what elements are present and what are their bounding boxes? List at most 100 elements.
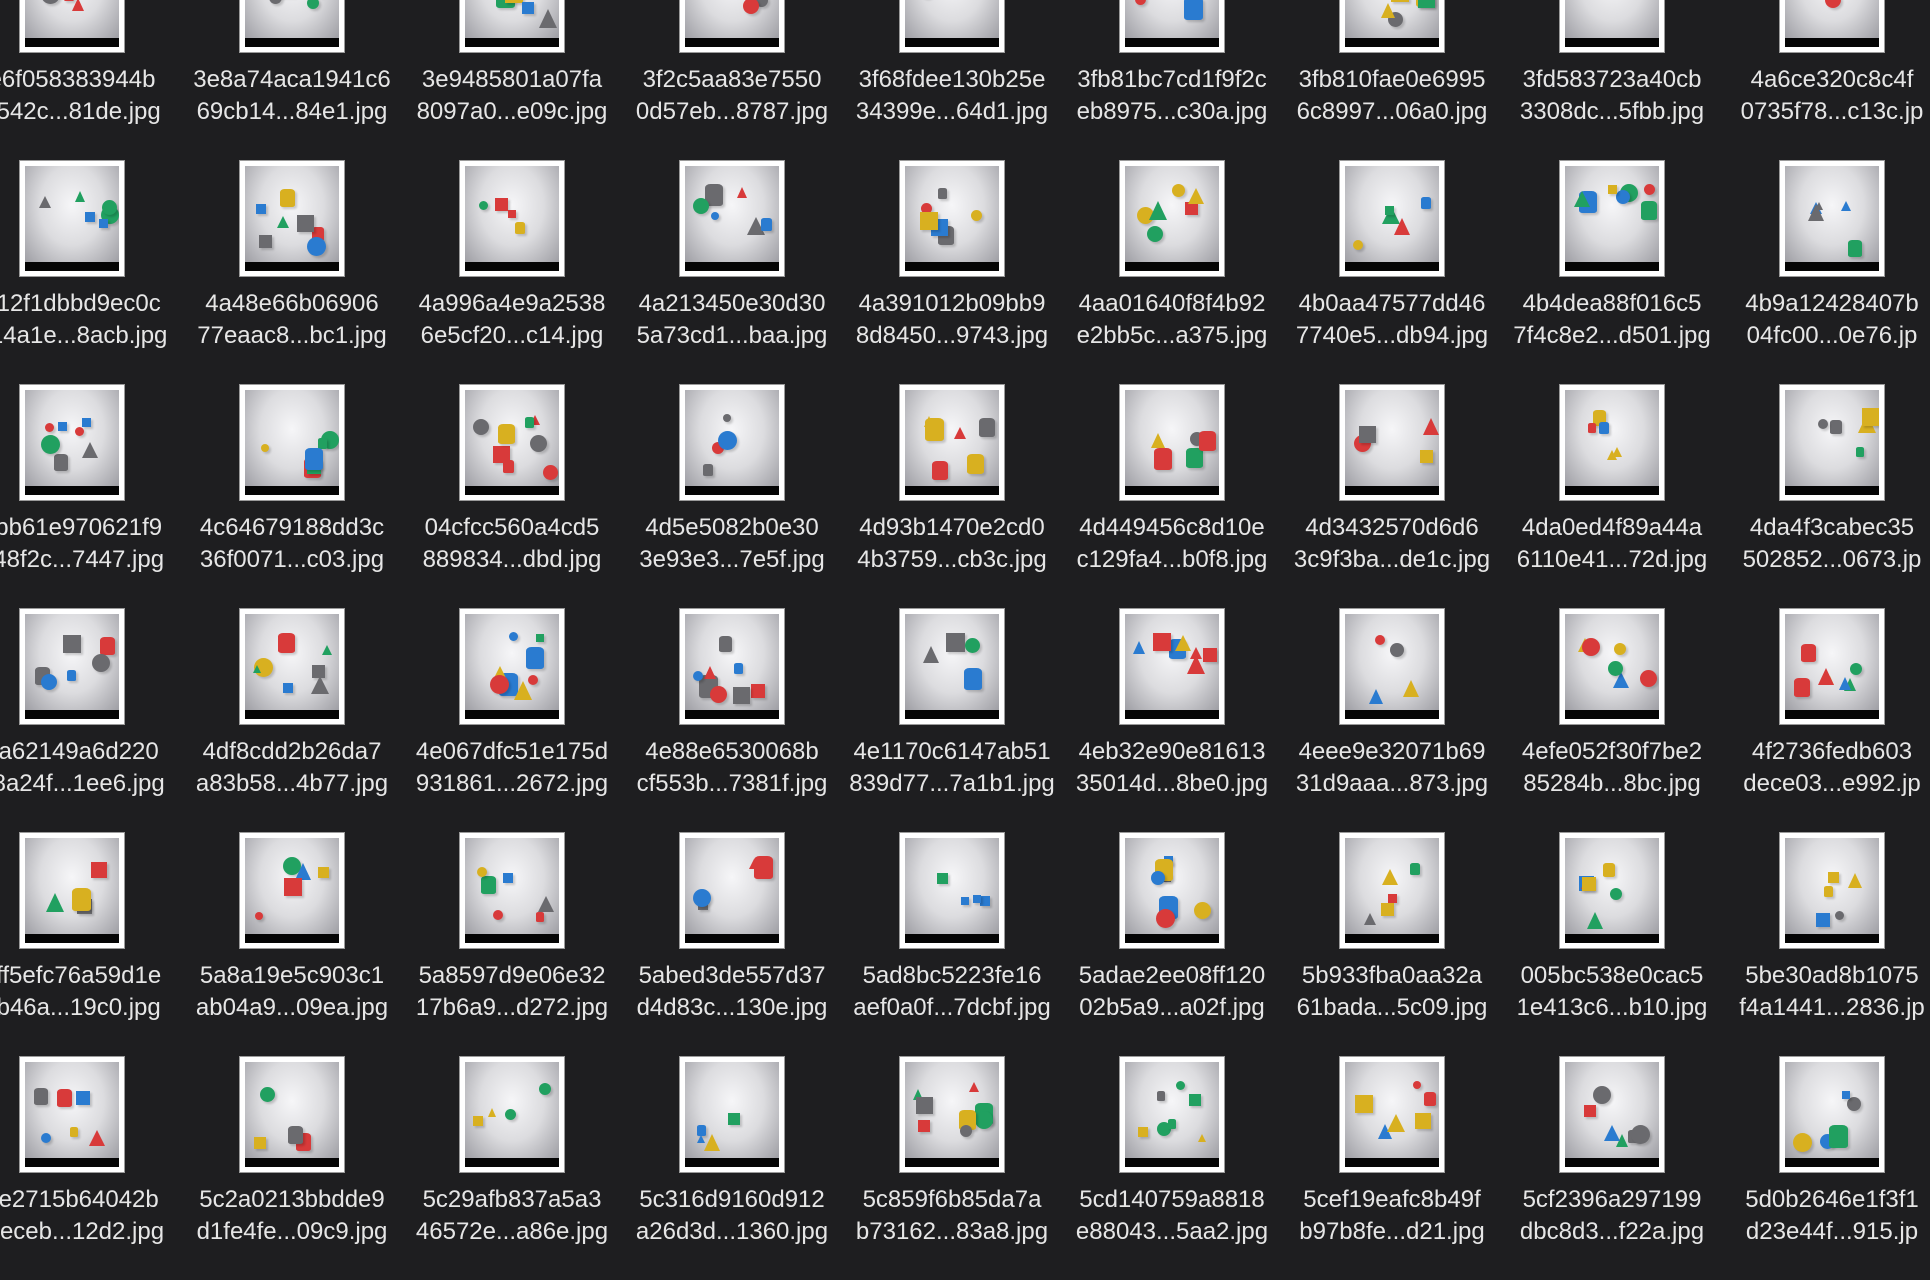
file-item[interactable]: 4b0aa47577dd46 7740e5...db94.jpg [1282, 160, 1502, 384]
image-thumbnail[interactable] [899, 0, 1005, 53]
file-name-label[interactable]: 4c64679188dd3c 36f0071...c03.jpg [182, 512, 402, 576]
file-item[interactable]: 4e88e6530068b cf553b...7381f.jpg [622, 608, 842, 832]
image-thumbnail[interactable] [19, 160, 125, 277]
file-item[interactable]: 4ff5efc76a59d1e bb46a...19c0.jpg [0, 832, 182, 1056]
image-thumbnail[interactable] [1339, 1056, 1445, 1173]
file-name-label[interactable]: 3f68fdee130b25e 34399e...64d1.jpg [842, 64, 1062, 128]
file-name-label[interactable]: 4a6ce320c8c4f 0735f78...c13c.jp [1722, 64, 1930, 128]
file-name-label[interactable]: 4d449456c8d10e c129fa4...b0f8.jpg [1062, 512, 1282, 576]
file-name-label[interactable]: 5a8a19e5c903c1 ab04a9...09ea.jpg [182, 960, 402, 1024]
file-item[interactable]: 4da4f3cabec35 502852...0673.jp [1722, 384, 1930, 608]
file-item[interactable]: 4aa01640f8f4b92 e2bb5c...a375.jpg [1062, 160, 1282, 384]
file-item[interactable]: 5c859f6b85da7a b73162...83a8.jpg [842, 1056, 1062, 1280]
file-name-label[interactable]: 4a996a4e9a2538 6e5cf20...c14.jpg [402, 288, 622, 352]
image-thumbnail[interactable] [679, 384, 785, 501]
file-name-label[interactable]: 5adae2ee08ff120 02b5a9...a02f.jpg [1062, 960, 1282, 1024]
file-name-label[interactable]: 4e067dfc51e175d 931861...2672.jpg [402, 736, 622, 800]
image-thumbnail[interactable] [679, 1056, 785, 1173]
image-thumbnail[interactable] [239, 1056, 345, 1173]
file-name-label[interactable]: 4e1170c6147ab51 839d77...7a1b1.jpg [842, 736, 1062, 800]
image-thumbnail[interactable] [1559, 608, 1665, 725]
file-item[interactable]: 4eb32e90e81613 35014d...8be0.jpg [1062, 608, 1282, 832]
file-item[interactable]: 5cd140759a8818 e88043...5aa2.jpg [1062, 1056, 1282, 1280]
image-thumbnail[interactable] [1559, 832, 1665, 949]
image-thumbnail[interactable] [19, 608, 125, 725]
image-thumbnail[interactable] [239, 384, 345, 501]
image-thumbnail[interactable] [239, 608, 345, 725]
image-thumbnail[interactable] [1339, 384, 1445, 501]
file-name-label[interactable]: 4a391012b09bb9 8d8450...9743.jpg [842, 288, 1062, 352]
file-item[interactable]: 4bb61e970621f9 b48f2c...7447.jpg [0, 384, 182, 608]
file-item[interactable]: 4a996a4e9a2538 6e5cf20...c14.jpg [402, 160, 622, 384]
file-item[interactable]: 04cfcc560a4cd5 889834...dbd.jpg [402, 384, 622, 608]
file-name-label[interactable]: 3fb810fae0e6995 6c8997...06a0.jpg [1282, 64, 1502, 128]
file-item[interactable]: 3fb81bc7cd1f9f2c eb8975...c30a.jpg [1062, 0, 1282, 160]
file-item[interactable]: 3f68fdee130b25e 34399e...64d1.jpg [842, 0, 1062, 160]
file-item[interactable]: 5adae2ee08ff120 02b5a9...a02f.jpg [1062, 832, 1282, 1056]
image-thumbnail[interactable] [239, 0, 345, 53]
image-thumbnail[interactable] [1779, 384, 1885, 501]
file-name-label[interactable]: 4df8cdd2b26da7 a83b58...4b77.jpg [182, 736, 402, 800]
file-item[interactable]: 5d0b2646e1f3f1 d23e44f...915.jp [1722, 1056, 1930, 1280]
file-name-label[interactable]: 3fd583723a40cb 3308dc...5fbb.jpg [1502, 64, 1722, 128]
file-item[interactable]: 5b933fba0aa32a 61bada...5c09.jpg [1282, 832, 1502, 1056]
image-thumbnail[interactable] [19, 0, 125, 53]
image-thumbnail[interactable] [899, 384, 1005, 501]
file-item[interactable]: 5c2a0213bbdde9 d1fe4fe...09c9.jpg [182, 1056, 402, 1280]
file-name-label[interactable]: 4b9a12428407b 04fc00...0e76.jp [1722, 288, 1930, 352]
image-thumbnail[interactable] [1339, 160, 1445, 277]
image-thumbnail[interactable] [459, 384, 565, 501]
file-name-label[interactable]: 4b0aa47577dd46 7740e5...db94.jpg [1282, 288, 1502, 352]
file-item[interactable]: 3e9485801a07fa 8097a0...e09c.jpg [402, 0, 622, 160]
file-name-label[interactable]: 04cfcc560a4cd5 889834...dbd.jpg [402, 512, 622, 576]
file-item[interactable]: 4b9a12428407b 04fc00...0e76.jp [1722, 160, 1930, 384]
file-name-label[interactable]: 3fb81bc7cd1f9f2c eb8975...c30a.jpg [1062, 64, 1282, 128]
file-name-label[interactable]: 4efe052f30f7be2 85284b...8bc.jpg [1502, 736, 1722, 800]
file-name-label[interactable]: 5cd140759a8818 e88043...5aa2.jpg [1062, 1184, 1282, 1248]
file-item[interactable]: 4d449456c8d10e c129fa4...b0f8.jpg [1062, 384, 1282, 608]
image-thumbnail[interactable] [239, 160, 345, 277]
image-thumbnail[interactable] [679, 0, 785, 53]
file-item[interactable]: 4da0ed4f89a44a 6110e41...72d.jpg [1502, 384, 1722, 608]
image-thumbnail[interactable] [239, 832, 345, 949]
file-item[interactable]: 4f2736fedb603 dece03...e992.jp [1722, 608, 1930, 832]
file-name-label[interactable]: 4ff5efc76a59d1e bb46a...19c0.jpg [0, 960, 182, 1024]
file-name-label[interactable]: 5cf2396a297199 dbc8d3...f22a.jpg [1502, 1184, 1722, 1248]
file-name-label[interactable]: e6f058383944b d542c...81de.jpg [0, 64, 182, 128]
file-item[interactable]: 3f2c5aa83e7550 0d57eb...8787.jpg [622, 0, 842, 160]
file-name-label[interactable]: 4bb61e970621f9 b48f2c...7447.jpg [0, 512, 182, 576]
file-name-label[interactable]: 4f2736fedb603 dece03...e992.jp [1722, 736, 1930, 800]
file-item[interactable]: 4a48e66b06906 77eaac8...bc1.jpg [182, 160, 402, 384]
file-name-label[interactable]: 5c2a0213bbdde9 d1fe4fe...09c9.jpg [182, 1184, 402, 1248]
image-thumbnail[interactable] [19, 832, 125, 949]
file-item[interactable]: 4e067dfc51e175d 931861...2672.jpg [402, 608, 622, 832]
file-item[interactable]: 5ad8bc5223fe16 aef0a0f...7dcbf.jpg [842, 832, 1062, 1056]
file-item[interactable]: a12f1dbbd9ec0c 714a1e...8acb.jpg [0, 160, 182, 384]
image-thumbnail[interactable] [459, 160, 565, 277]
file-name-label[interactable]: 4a213450e30d30 5a73cd1...baa.jpg [622, 288, 842, 352]
image-thumbnail[interactable] [1119, 608, 1225, 725]
file-item[interactable]: 3fb810fae0e6995 6c8997...06a0.jpg [1282, 0, 1502, 160]
image-thumbnail[interactable] [1119, 384, 1225, 501]
file-item[interactable]: da62149a6d220 a8a24f...1ee6.jpg [0, 608, 182, 832]
file-item[interactable]: 3fd583723a40cb 3308dc...5fbb.jpg [1502, 0, 1722, 160]
image-thumbnail[interactable] [679, 608, 785, 725]
file-name-label[interactable]: 4d93b1470e2cd0 4b3759...cb3c.jpg [842, 512, 1062, 576]
image-thumbnail[interactable] [1559, 384, 1665, 501]
file-item[interactable]: 4d5e5082b0e30 3e93e3...7e5f.jpg [622, 384, 842, 608]
file-item[interactable]: 5a8a19e5c903c1 ab04a9...09ea.jpg [182, 832, 402, 1056]
image-thumbnail[interactable] [1119, 832, 1225, 949]
file-name-label[interactable]: 005bc538e0cac5 1e413c6...b10.jpg [1502, 960, 1722, 1024]
file-name-label[interactable]: 4b4dea88f016c5 7f4c8e2...d501.jpg [1502, 288, 1722, 352]
image-thumbnail[interactable] [1779, 832, 1885, 949]
image-thumbnail[interactable] [679, 160, 785, 277]
file-name-label[interactable]: 4eb32e90e81613 35014d...8be0.jpg [1062, 736, 1282, 800]
file-name-label[interactable]: 5b933fba0aa32a 61bada...5c09.jpg [1282, 960, 1502, 1024]
image-thumbnail[interactable] [19, 1056, 125, 1173]
file-name-label[interactable]: be2715b64042b efeceb...12d2.jpg [0, 1184, 182, 1248]
image-thumbnail[interactable] [459, 608, 565, 725]
file-name-label[interactable]: 5abed3de557d37 d4d83c...130e.jpg [622, 960, 842, 1024]
file-name-label[interactable]: 3f2c5aa83e7550 0d57eb...8787.jpg [622, 64, 842, 128]
file-name-label[interactable]: da62149a6d220 a8a24f...1ee6.jpg [0, 736, 182, 800]
file-name-label[interactable]: 5c859f6b85da7a b73162...83a8.jpg [842, 1184, 1062, 1248]
